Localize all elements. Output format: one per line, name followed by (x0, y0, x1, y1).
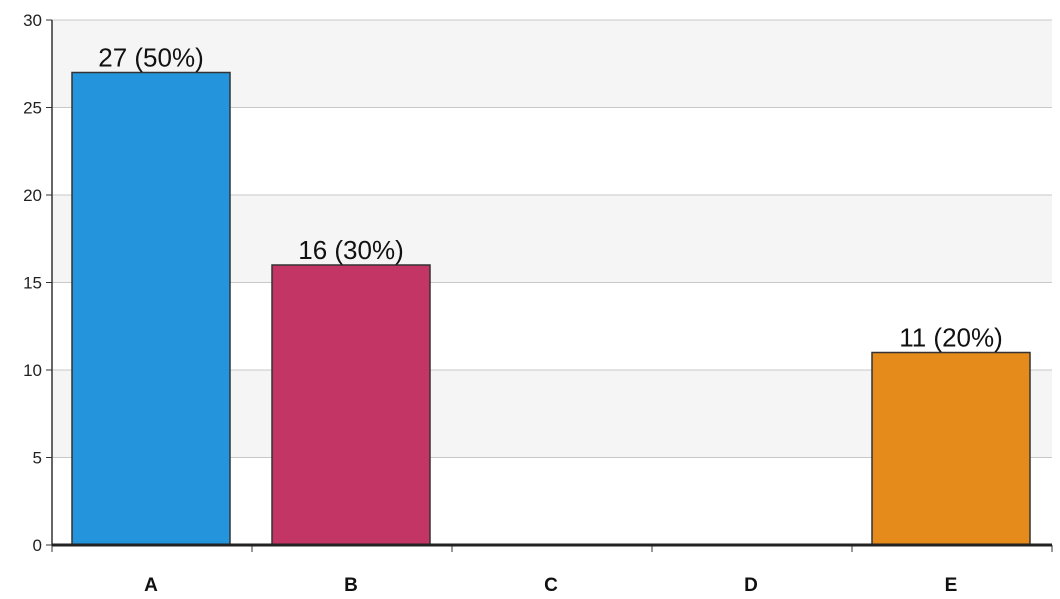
y-tick-label: 15 (23, 274, 42, 293)
y-tick-label: 0 (33, 536, 42, 555)
x-tick-label: E (945, 575, 958, 596)
data-label-e: 11 (20%) (899, 323, 1003, 353)
bar-e (871, 351, 1031, 546)
axes: 0 5 10 15 20 25 30 A B C D E (23, 11, 1053, 596)
bars (71, 71, 1031, 546)
x-tick-label: A (144, 575, 158, 596)
bar-b (271, 264, 431, 546)
bar-a (71, 71, 231, 546)
x-tick-label: C (544, 575, 558, 596)
x-tick-label: B (344, 575, 358, 596)
data-label-b: 16 (30%) (298, 235, 404, 265)
y-tick-label: 20 (23, 186, 42, 205)
y-tick-label: 30 (23, 11, 42, 30)
y-tick-label: 5 (33, 449, 42, 468)
data-label-a: 27 (50%) (98, 43, 204, 73)
y-tick-label: 10 (23, 361, 42, 380)
data-labels: 27 (50%) 16 (30%) 11 (20%) (98, 43, 1003, 353)
x-tick-label: D (744, 575, 758, 596)
y-tick-label: 25 (23, 99, 42, 118)
